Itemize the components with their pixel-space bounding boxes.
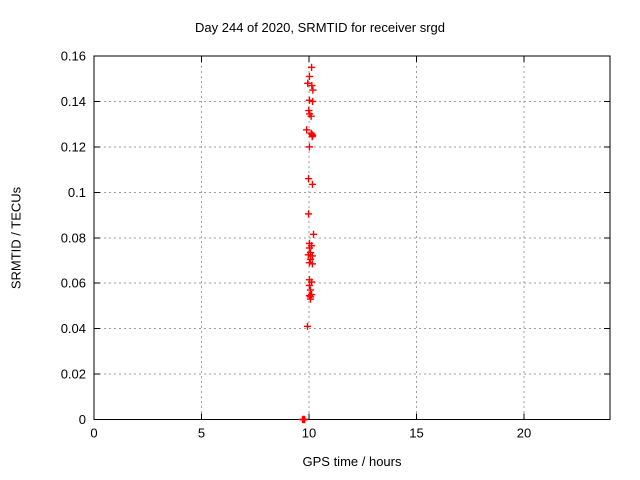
y-tick-label: 0.02 (61, 367, 86, 382)
y-tick-label: 0.08 (61, 230, 86, 245)
x-tick-label: 10 (302, 426, 316, 441)
x-tick-label: 15 (409, 426, 423, 441)
x-tick-label: 5 (198, 426, 205, 441)
x-tick-label: 20 (517, 426, 531, 441)
plot-border (93, 55, 611, 420)
y-tick-label: 0.16 (61, 49, 86, 64)
y-tick-label: 0.12 (61, 139, 86, 154)
chart-title: Day 244 of 2020, SRMTID for receiver srg… (195, 20, 445, 35)
x-tick-label: 0 (90, 426, 97, 441)
y-tick-label: 0.1 (68, 185, 86, 200)
y-tick-label: 0.06 (61, 276, 86, 291)
y-tick-label: 0.04 (61, 321, 86, 336)
y-tick-label: 0.14 (61, 94, 86, 109)
y-tick-label: 0 (79, 412, 86, 427)
x-axis-title: GPS time / hours (302, 454, 402, 469)
